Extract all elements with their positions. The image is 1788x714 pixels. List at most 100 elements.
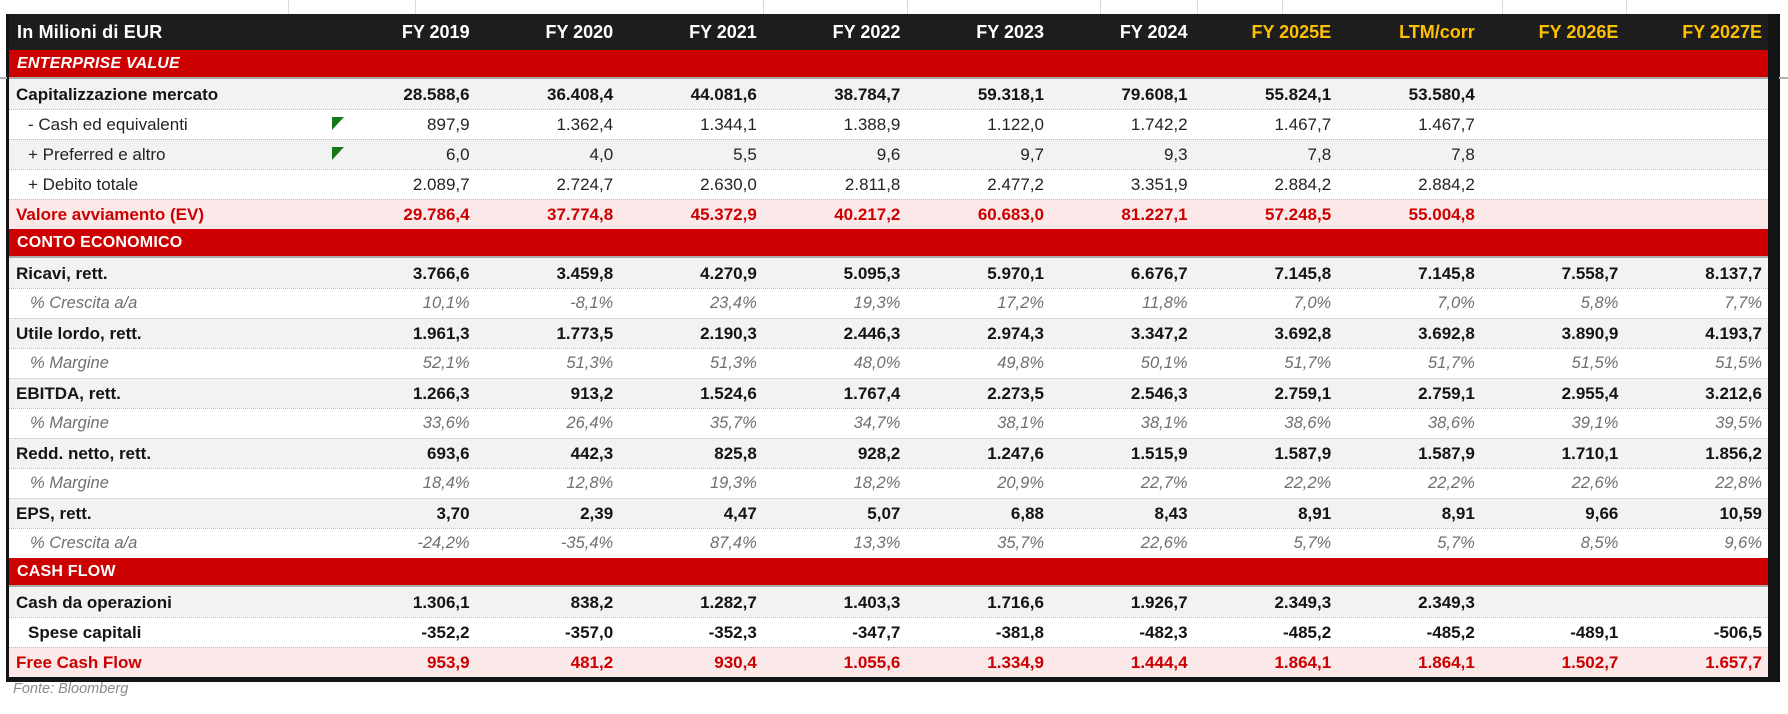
value-cell: 38,1% [1140,414,1188,433]
value-cell: -489,1 [1570,623,1619,642]
data-row: + Preferred e altro 6,0 4,0 5,5 9,6 9,7 9,3 7,8… [9,139,1768,169]
value-cell: 2.884,2 [1418,175,1475,194]
row-label: % Margine [30,354,109,373]
value-cell: 1.502,7 [1561,653,1619,672]
value-cell: -482,3 [1139,623,1188,642]
value-cell: 2.477,2 [987,175,1044,194]
value-cell: 1.403,3 [843,592,901,612]
value-cell: 4,0 [589,145,614,164]
value-cell: 7,8 [1451,145,1475,164]
row-label: - Cash ed equivalenti [28,115,188,134]
row-label: % Crescita a/a [30,534,138,553]
value-cell: 7,0% [1293,294,1332,313]
value-cell: 3.766,6 [412,263,470,283]
value-cell: 9,3 [1163,145,1188,164]
value-cell: 4.193,7 [1705,324,1762,343]
value-cell: 1.306,1 [412,592,470,612]
value-cell: 1.515,9 [1130,444,1188,463]
column-header: FY 2024 [1119,21,1188,42]
value-cell: -357,0 [564,623,614,642]
value-cell: 3.347,2 [1130,324,1188,343]
value-cell: 51,3% [710,354,757,373]
value-cell: 22,7% [1140,474,1188,493]
value-cell: 2.974,3 [987,324,1044,343]
spreadsheet-gridline [415,0,416,14]
value-cell: 10,59 [1719,504,1762,523]
value-cell: 1.742,2 [1130,115,1188,134]
value-cell: 1.282,7 [700,592,757,612]
spreadsheet-gridline [1626,0,1627,14]
value-cell: 87,4% [710,534,757,553]
value-cell: 5.970,1 [987,263,1044,283]
column-header: LTM/corr [1399,21,1475,42]
column-header: FY 2023 [976,21,1044,42]
value-cell: 29.786,4 [403,205,470,224]
value-cell: -24,2% [417,534,470,553]
value-cell: 22,6% [1571,474,1619,493]
value-cell: 1.926,7 [1130,592,1188,612]
value-cell: 9,6 [876,145,901,164]
value-cell: 33,6% [422,414,470,433]
value-cell: 1.587,9 [1418,444,1475,463]
value-cell: 1.767,4 [843,384,901,403]
value-cell: 1.334,9 [987,653,1044,672]
value-cell: 825,8 [714,444,757,463]
value-cell: 2.349,3 [1418,592,1475,612]
value-cell: 3.459,8 [556,263,614,283]
value-cell: 38,6% [1428,414,1475,433]
value-cell: 7.145,8 [1274,263,1332,283]
value-cell: -35,4% [560,534,614,553]
value-cell: 12,8% [566,474,614,493]
value-cell: 1.524,6 [700,384,757,403]
row-label: Valore avviamento (EV) [16,205,205,224]
financial-table: In Milioni di EUR FY 2019 FY 2020 FY 2021 F… [6,14,1780,682]
value-cell: 38.784,7 [834,84,901,104]
row-label: Spese capitali [28,623,142,642]
value-cell: 1.266,3 [412,384,470,403]
source-note: Fonte: Bloomberg [13,681,129,697]
value-cell: 50,1% [1140,354,1188,373]
value-cell: 1.587,9 [1274,444,1332,463]
value-cell: 1.467,7 [1274,115,1332,134]
data-row: Valore avviamento (EV) 29.786,4 37.774,8 45… [9,199,1768,229]
value-cell: 51,3% [566,354,614,373]
column-header: FY 2025E [1251,21,1332,42]
value-cell: 37.774,8 [547,205,614,224]
value-cell: 79.608,1 [1121,84,1188,104]
value-cell: 1.055,6 [843,653,901,672]
row-label: % Margine [30,474,109,493]
value-cell: 1.856,2 [1705,444,1762,463]
spreadsheet-gridline [763,0,764,14]
data-row: Utile lordo, rett. 1.961,3 1.773,5 2.190,3 2… [9,318,1768,348]
value-cell: 3.351,9 [1130,175,1188,194]
value-cell: 928,2 [857,444,901,463]
value-cell: 7,0% [1437,294,1475,313]
data-row: % Margine 33,6% 26,4% 35,7% 34,7% 38,1% 38,1% 3… [9,408,1768,438]
value-cell: 2.811,8 [844,175,901,194]
table-body: ENTERPRISE VALUE Capitalizzazione mercato… [9,50,1768,677]
value-cell: 3.212,6 [1705,384,1762,403]
value-cell: 19,3% [710,474,757,493]
row-label: Ricavi, rett. [16,263,108,283]
value-cell: 1.344,1 [700,115,757,134]
value-cell: 2.349,3 [1274,592,1332,612]
spreadsheet-gridline [1100,0,1101,14]
value-cell: 1.716,6 [987,592,1044,612]
data-row: EPS, rett. 3,70 2,39 4,47 5,07 6,88 8,43 8,91 8,… [9,498,1768,528]
value-cell: 40.217,2 [834,205,901,224]
value-cell: 60.683,0 [977,205,1044,224]
value-cell: 3.890,9 [1561,324,1619,343]
value-cell: 3.692,8 [1418,324,1475,343]
data-row: - Cash ed equivalenti 897,9 1.362,4 1.344,1… [9,109,1768,139]
row-label: Cash da operazioni [16,592,172,612]
data-row: % Margine 18,4% 12,8% 19,3% 18,2% 20,9% 22,7% 2… [9,468,1768,498]
value-cell: 22,2% [1428,474,1475,493]
value-cell: 5,7% [1437,534,1475,553]
row-label: Free Cash Flow [16,653,142,672]
value-cell: 1.122,0 [987,115,1044,134]
column-header: FY 2021 [689,21,757,42]
value-cell: 8.137,7 [1705,263,1762,283]
row-label: + Debito totale [28,175,139,194]
data-row: Ricavi, rett. 3.766,6 3.459,8 4.270,9 5.095,… [9,258,1768,288]
value-cell: 26,4% [566,414,614,433]
